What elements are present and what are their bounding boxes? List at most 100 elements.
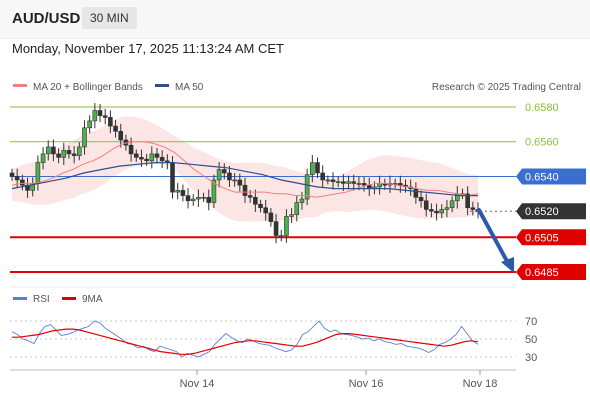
candle <box>444 199 450 218</box>
candle <box>263 199 269 221</box>
x-tick-label: Nov 18 <box>463 378 498 390</box>
rsi-tick-label: 70 <box>525 316 537 328</box>
candle <box>268 207 274 227</box>
candle <box>97 104 103 123</box>
level-value: 0.6560 <box>525 137 559 149</box>
candle <box>51 139 56 162</box>
candle <box>335 176 341 188</box>
candle <box>351 174 357 191</box>
candle <box>221 163 227 180</box>
candle <box>242 177 248 204</box>
level-badge <box>516 264 586 280</box>
x-axis: Nov 14 Nov 16 Nov 18 <box>180 370 498 390</box>
candle <box>113 119 118 138</box>
candle <box>465 186 470 216</box>
candle <box>102 108 108 125</box>
candle <box>201 192 206 202</box>
candle <box>92 103 98 129</box>
price-levels: 0.6580 0.6560 0.6540 0.6520 0.6505 0.6485 <box>10 102 586 280</box>
candle <box>294 195 300 222</box>
legend-9ma-label: 9MA <box>82 294 103 305</box>
candle <box>211 174 217 208</box>
legend-rsi-label: RSI <box>33 294 50 305</box>
candle <box>118 123 124 148</box>
candle <box>330 172 336 190</box>
candle <box>206 189 212 211</box>
rsi-tick-label: 30 <box>525 352 537 364</box>
candle <box>315 157 320 179</box>
candle <box>9 168 15 181</box>
moving-averages <box>11 141 479 198</box>
candle <box>227 166 232 187</box>
candle <box>154 147 160 164</box>
legend-bollinger-swatch <box>13 84 27 87</box>
candle <box>418 190 424 208</box>
level-value: 0.6505 <box>525 232 559 244</box>
candlesticks <box>9 103 481 244</box>
candle <box>258 199 263 213</box>
candle <box>77 142 82 161</box>
candle <box>304 168 310 206</box>
candle <box>299 191 305 210</box>
x-tick-label: Nov 16 <box>349 378 384 390</box>
candle <box>346 175 351 190</box>
legend-rsi-swatch <box>13 297 27 300</box>
candle <box>128 137 134 162</box>
header-bar: AUD/USD 30 MIN <box>0 0 590 39</box>
x-tick-label: Nov 14 <box>180 378 215 390</box>
level-badge <box>516 168 586 185</box>
timeframe-badge[interactable]: 30 MIN <box>82 7 137 29</box>
candle <box>232 173 237 187</box>
candle <box>159 150 165 169</box>
candle <box>71 146 77 164</box>
symbol-title: AUD/USD <box>12 10 81 27</box>
forecast-arrow <box>477 208 514 273</box>
candle <box>190 194 196 206</box>
rsi-lines <box>11 320 479 358</box>
rsi-ma-line <box>12 328 479 355</box>
candle <box>82 120 87 155</box>
candle <box>320 165 325 188</box>
candle <box>439 204 445 219</box>
candle <box>149 146 155 169</box>
candle <box>61 142 67 166</box>
candle <box>40 147 46 170</box>
level-badge <box>516 203 586 220</box>
candle <box>273 213 279 244</box>
candle <box>180 184 186 202</box>
candle <box>289 208 294 223</box>
candle <box>45 140 51 161</box>
candle <box>216 162 222 188</box>
candle <box>278 229 284 242</box>
candle <box>325 175 331 185</box>
candle <box>56 148 61 164</box>
ma20-line <box>11 141 479 198</box>
level-value: 0.6485 <box>525 267 559 279</box>
ma50-line <box>11 162 478 197</box>
legend-ma50-swatch <box>155 84 169 87</box>
candle <box>87 115 92 134</box>
level-badge <box>516 229 586 246</box>
candle <box>175 183 180 200</box>
candle <box>310 154 315 183</box>
rsi-tick-label: 50 <box>525 334 537 346</box>
legend-9ma-swatch <box>62 297 76 300</box>
legend-ma50-label: MA 50 <box>175 82 204 93</box>
candle <box>196 189 201 207</box>
candle <box>237 173 243 192</box>
candle <box>434 203 439 221</box>
rsi-grid: 70 50 30 <box>10 316 537 364</box>
bollinger-band <box>12 116 478 222</box>
candle <box>449 196 455 213</box>
level-value: 0.6520 <box>525 206 559 218</box>
credit-label: Research © 2025 Trading Central <box>432 82 581 93</box>
bollinger-band-area <box>12 116 478 222</box>
candle <box>108 110 113 134</box>
candle <box>185 187 191 209</box>
candle <box>284 209 289 243</box>
level-value: 0.6580 <box>525 102 559 114</box>
candle <box>133 149 139 162</box>
candle <box>470 201 476 216</box>
candle <box>429 203 434 218</box>
